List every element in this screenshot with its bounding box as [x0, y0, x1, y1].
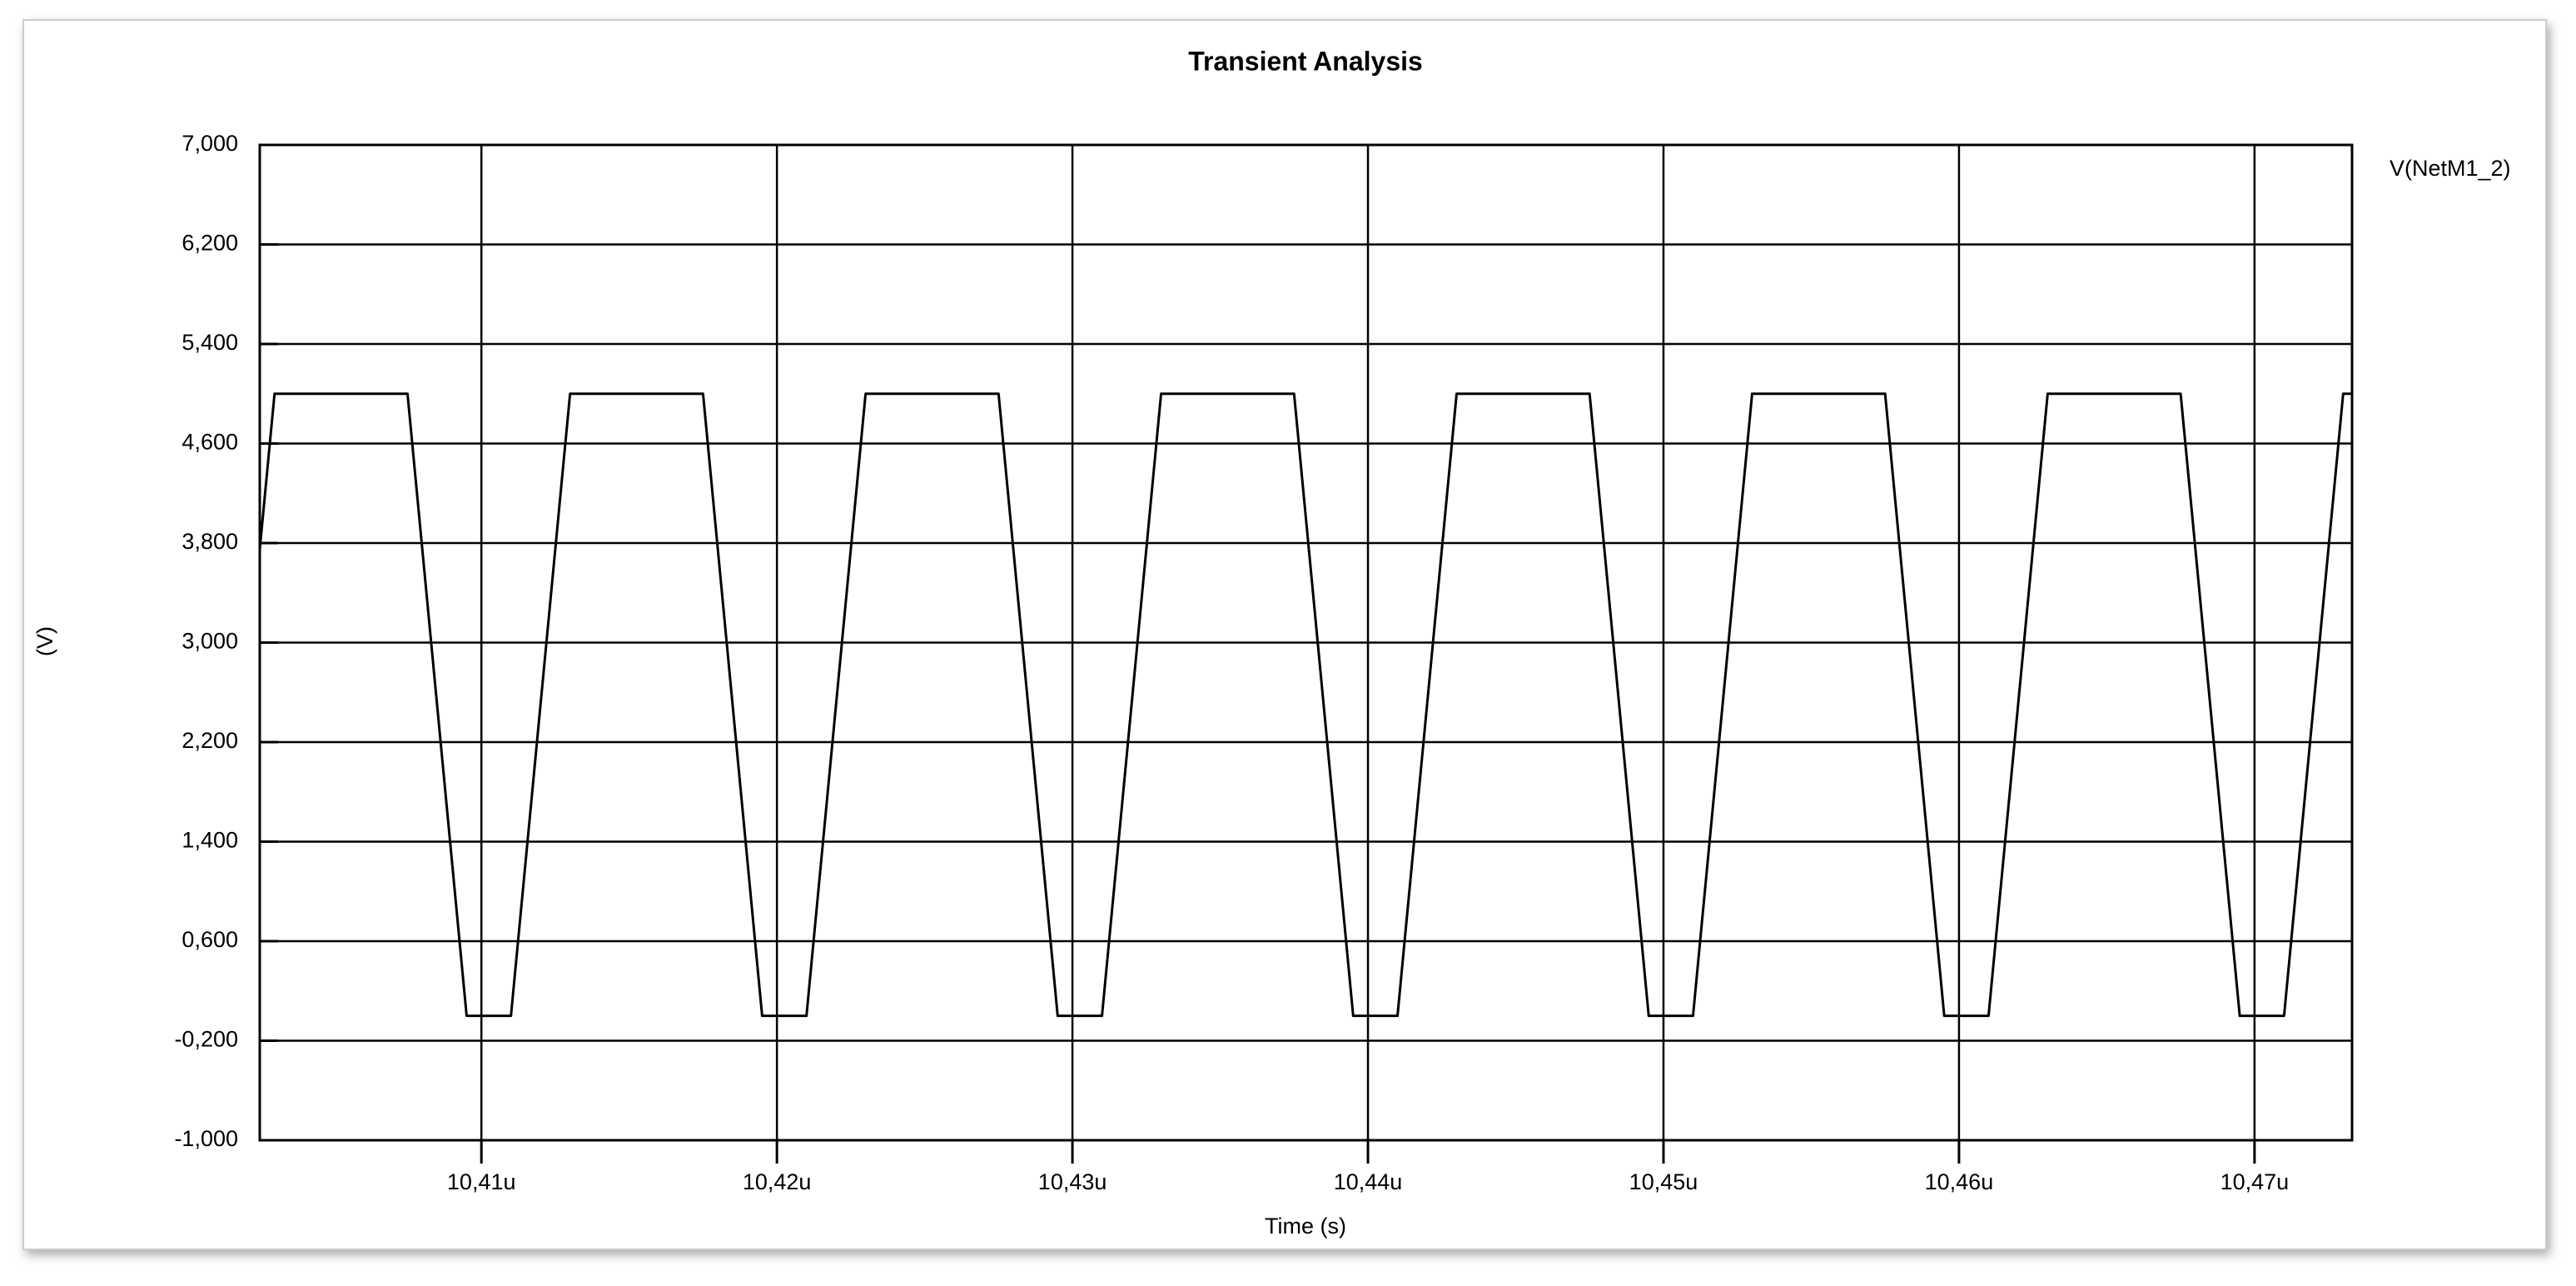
x-tick-label: 10,43u	[1038, 1169, 1107, 1194]
panel	[22, 19, 2547, 1250]
y-tick-label: 3,000	[182, 629, 238, 654]
y-tick-label: 2,200	[182, 728, 238, 753]
y-axis-label: (V)	[32, 626, 57, 656]
y-tick-label: 0,600	[182, 927, 238, 952]
line-series	[258, 392, 2352, 1018]
y-tick-label: 5,400	[182, 330, 238, 355]
chart-title: Transient Analysis	[1188, 46, 1423, 76]
x-tick-label: 10,42u	[743, 1169, 812, 1194]
y-tick-label: 6,200	[182, 231, 238, 256]
x-tick-label: 10,47u	[2220, 1169, 2290, 1194]
x-tick-label: 10,45u	[1629, 1169, 1698, 1194]
y-tick-label: -1,000	[174, 1126, 238, 1151]
x-tick-label: 10,44u	[1334, 1169, 1403, 1194]
x-tick-label: 10,41u	[447, 1169, 516, 1194]
x-axis-label: Time (s)	[1265, 1214, 1346, 1239]
legend-label: V(NetM1_2)	[2390, 156, 2511, 181]
plot-frame	[258, 143, 2354, 1142]
y-tick-label: 3,800	[182, 529, 238, 554]
y-tick-label: -0,200	[174, 1027, 238, 1052]
y-tick-label: 4,600	[182, 430, 238, 455]
y-tick-label: 7,000	[182, 131, 238, 156]
y-tick-label: 1,400	[182, 828, 238, 853]
x-tick-label: 10,46u	[1925, 1169, 1994, 1194]
